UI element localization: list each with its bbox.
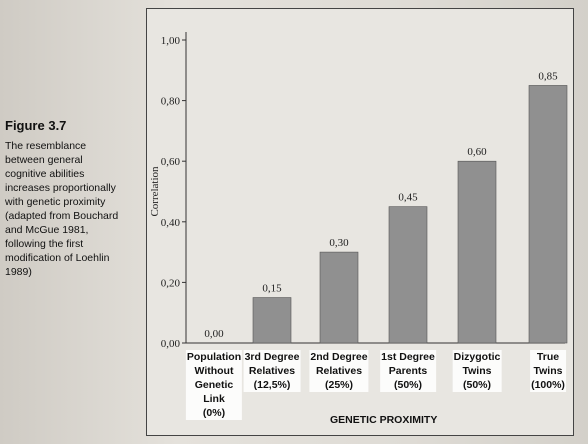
x-category-label: True Twins (100%) — [530, 350, 566, 392]
bar — [457, 160, 497, 344]
x-category-line: Dizygotic — [453, 351, 501, 363]
caption-line: (adapted from Bouchard — [5, 210, 119, 222]
x-category-line: Relatives — [315, 365, 363, 377]
bar — [388, 206, 428, 344]
x-category-line: Without — [194, 365, 234, 377]
x-category-line: Population — [186, 351, 242, 363]
caption-line: following the first — [5, 238, 84, 250]
y-tick-label: 0,40 — [161, 217, 181, 229]
caption-line: The resemblance — [5, 140, 87, 152]
caption-line: 1989) — [5, 266, 32, 278]
bar-value-label: 0,15 — [262, 283, 282, 295]
bar — [528, 85, 568, 344]
caption-line: modification of Loehlin — [5, 252, 110, 264]
caption-line: between general — [5, 154, 83, 166]
x-category-line: 2nd Degree — [310, 351, 368, 363]
x-category-line: Relatives — [248, 365, 296, 377]
x-category-line: (100%) — [531, 379, 565, 391]
x-category-label: Dizygotic Twins (50%) — [452, 350, 502, 392]
x-category-line: (0%) — [202, 407, 226, 419]
caption-line: and McGue 1981, — [5, 224, 89, 236]
y-tick-label: 1,00 — [161, 35, 181, 47]
x-category-label: 1st Degree Parents (50%) — [380, 350, 436, 392]
x-category-line: (50%) — [462, 379, 492, 391]
bar-value-label: 0,45 — [398, 192, 418, 204]
bar — [252, 297, 292, 344]
x-category-line: Twins — [533, 365, 563, 377]
bar-value-label: 0,30 — [329, 237, 349, 249]
caption-text: The resemblance between general cognitiv… — [5, 139, 137, 279]
x-category-line: (25%) — [324, 379, 353, 391]
y-tick-label: 0,80 — [161, 96, 181, 108]
x-axis-title: GENETIC PROXIMITY — [330, 414, 438, 426]
bar-value-label: 0,60 — [467, 146, 487, 158]
x-category-label: 2nd Degree Relatives (25%) — [309, 350, 369, 392]
chart-bars: 0,00 0,15 0,30 0,45 0,60 0,85 — [204, 70, 568, 344]
y-tick-label: 0,00 — [161, 338, 181, 350]
x-category-line: Link — [203, 393, 225, 405]
x-category-label: Population Without Genetic Link (0%) — [185, 350, 243, 420]
figure-caption: Figure 3.7 The resemblance between gener… — [5, 118, 137, 279]
x-category-line: Parents — [388, 365, 428, 377]
x-category-line: Genetic — [194, 379, 234, 391]
y-tick-label: 0,60 — [161, 156, 181, 168]
x-category-label: 3rd Degree Relatives (12,5%) — [243, 350, 301, 392]
caption-line: increases proportionally — [5, 182, 116, 194]
figure-number: Figure 3.7 — [5, 118, 67, 133]
y-tick-label: 0,20 — [161, 277, 181, 289]
x-category-line: (12,5%) — [253, 379, 291, 391]
x-category-line: True — [536, 351, 560, 363]
x-category-line: Twins — [462, 365, 492, 377]
caption-line: cognitive abilities — [5, 168, 85, 180]
x-category-line: 1st Degree — [381, 351, 435, 363]
caption-line: with genetic proximity — [5, 196, 106, 208]
x-category-line: (50%) — [393, 379, 423, 391]
x-category-line: 3rd Degree — [244, 351, 300, 363]
bar-value-label: 0,85 — [538, 70, 558, 82]
y-axis-label: Correlation — [149, 166, 161, 217]
bar-value-label: 0,00 — [204, 328, 224, 340]
bar — [319, 251, 359, 344]
chart-axes: 0,00 0,20 0,40 0,60 0,80 1,00 Correlation — [149, 32, 565, 350]
